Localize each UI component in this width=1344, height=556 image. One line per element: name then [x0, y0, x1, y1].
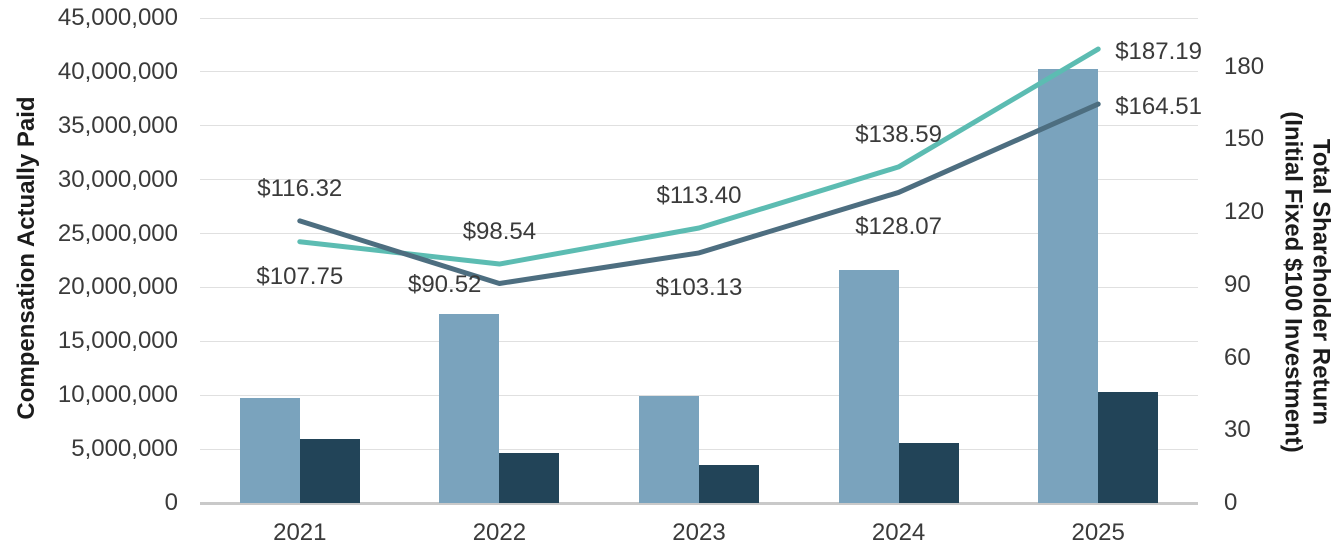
light-blue-bars-bar [639, 396, 699, 503]
left-axis-tick-label: 45,000,000 [57, 4, 178, 31]
left-axis-tick-label: 40,000,000 [57, 57, 178, 85]
slate-line-value-label: $116.32 [257, 174, 343, 202]
left-axis-tick-label: 25,000,000 [57, 219, 178, 247]
gridline [200, 394, 1198, 396]
light-blue-bars-bar [439, 314, 500, 503]
left-axis-tick-label: 30,000,000 [57, 165, 178, 193]
teal-line-value-label: $107.75 [256, 262, 344, 290]
right-axis-tick-label: 90 [1224, 270, 1251, 298]
slate-line-value-label: $103.13 [655, 273, 743, 301]
gridline [200, 71, 1198, 73]
gridline [200, 448, 1198, 450]
teal-line-value-label: $98.54 [462, 218, 537, 246]
right-axis-tick-label: 0 [1224, 489, 1238, 516]
x-axis-year-label: 2022 [472, 519, 527, 546]
right-axis-title-line2: (Initial Fixed $100 Investment) [1280, 111, 1307, 453]
gridline [200, 286, 1198, 288]
right-axis-tick-label: 30 [1224, 416, 1251, 444]
x-axis-line [200, 501, 1198, 505]
gridline [200, 179, 1198, 181]
x-axis-year-label: 2023 [672, 519, 726, 546]
teal-line [297, 46, 1101, 267]
teal-line-value-label: $113.40 [656, 182, 742, 209]
gridline [200, 17, 1198, 19]
gridline [200, 233, 1198, 235]
teal-line-value-label: $138.59 [855, 120, 942, 148]
slate-line-value-label: $164.51 [1115, 93, 1202, 121]
dark-navy-bars-bar [1098, 391, 1159, 503]
left-axis-tick-label: 10,000,000 [57, 381, 178, 409]
x-axis-year-label: 2021 [273, 519, 327, 546]
left-axis-tick-label: 35,000,000 [57, 111, 178, 139]
left-axis-tick-label: 20,000,000 [57, 273, 178, 301]
x-axis-year-label: 2025 [1071, 519, 1125, 546]
left-axis-tick-label: 0 [164, 489, 178, 516]
dark-navy-bars-bar [499, 453, 560, 503]
light-blue-bars-bar [239, 398, 300, 503]
light-blue-bars-bar [838, 270, 899, 503]
teal-line-value-label: $187.19 [1115, 38, 1202, 66]
left-axis-tick-label: 15,000,000 [57, 327, 178, 355]
x-axis-year-label: 2024 [871, 519, 926, 546]
right-axis-title: Total Shareholder Return (Initial Fixed … [1279, 111, 1335, 453]
light-blue-bars-bar [1038, 68, 1099, 503]
slate-line [297, 101, 1101, 286]
left-axis-tick-label: 5,000,000 [71, 435, 178, 463]
slate-line-value-label: $128.07 [855, 213, 942, 241]
gridline [200, 125, 1198, 127]
dark-navy-bars-bar [699, 465, 759, 503]
right-axis-tick-label: 150 [1224, 125, 1265, 153]
right-axis-tick-label: 180 [1224, 52, 1265, 80]
right-axis-tick-label: 120 [1224, 198, 1265, 225]
gridline [200, 340, 1198, 342]
dark-navy-bars-bar [898, 442, 959, 503]
dark-navy-bars-bar [299, 439, 360, 503]
right-axis-tick-label: 60 [1224, 343, 1251, 371]
slate-line-value-label: $90.52 [407, 271, 482, 299]
right-axis-title-line1: Total Shareholder Return [1307, 138, 1335, 426]
